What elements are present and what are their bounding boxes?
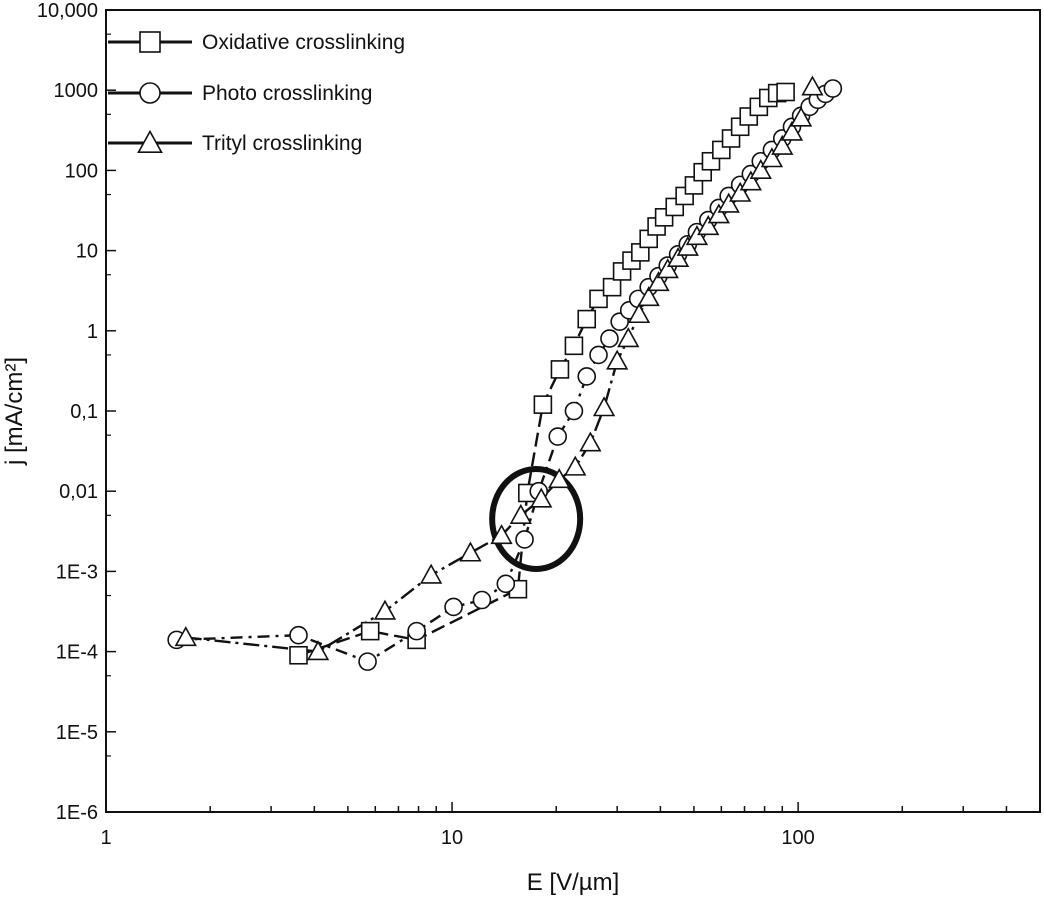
x-tick-label: 10 <box>441 827 463 849</box>
data-point <box>533 395 553 414</box>
data-point <box>656 258 679 279</box>
data-point <box>306 640 330 661</box>
annotation-layer <box>489 466 584 573</box>
y-tick-label: 1000 <box>54 80 99 102</box>
data-point <box>459 541 482 562</box>
data-point <box>729 181 752 202</box>
data-point <box>548 427 568 446</box>
data-point <box>617 327 640 348</box>
data-point <box>600 329 619 348</box>
series-triangle <box>185 86 814 653</box>
data-point <box>419 563 443 584</box>
data-point <box>627 303 651 324</box>
data-point <box>606 349 629 370</box>
y-tick-label: 10 <box>76 241 98 263</box>
data-point <box>564 455 587 476</box>
data-point <box>407 621 426 641</box>
legend-label: Trityl crosslinking <box>202 132 362 155</box>
legend-label: Oxidative crosslinking <box>202 31 405 54</box>
data-point <box>637 286 660 307</box>
y-tick-label: 100 <box>65 160 98 182</box>
chart-axes: 1 10 100 10,000 1000 100 10 1 0,1 0,01 1E-3 1E-4 1E-… <box>37 0 1041 849</box>
data-point <box>602 277 622 297</box>
legend-item: Photo crosslinking <box>108 82 372 105</box>
series-line <box>185 86 814 653</box>
y-tick-label: 0,1 <box>70 401 98 423</box>
data-point <box>548 468 571 489</box>
series-layer <box>167 75 843 671</box>
data-point <box>577 309 597 329</box>
data-point <box>550 360 570 379</box>
data-point <box>579 431 602 452</box>
series-markers-circle <box>167 79 843 671</box>
data-point <box>515 530 534 549</box>
data-point <box>771 134 794 155</box>
series-markers-triangle <box>174 75 824 661</box>
data-point <box>780 120 804 141</box>
data-point <box>577 367 597 386</box>
data-point <box>685 225 709 246</box>
y-tick-label: 0,01 <box>59 481 98 503</box>
data-point <box>289 645 308 665</box>
x-axis-title: E [V/µm] <box>527 869 620 896</box>
legend-item: Trityl crosslinking <box>108 129 362 155</box>
data-point <box>564 401 584 421</box>
x-tick-label: 100 <box>781 827 814 849</box>
data-point <box>444 597 463 617</box>
data-point <box>749 158 772 180</box>
x-tick-label: 1 <box>100 827 111 849</box>
data-point <box>697 215 720 236</box>
data-point <box>589 345 608 365</box>
legend-label: Photo crosslinking <box>202 82 372 105</box>
highlight-ellipse <box>489 466 584 573</box>
data-point <box>358 652 377 671</box>
y-axis-title: j [mA/cm²] <box>1 357 28 466</box>
data-point <box>707 203 730 224</box>
data-point <box>289 625 308 645</box>
data-point <box>564 336 584 356</box>
y-tick-label: 1E-4 <box>56 642 98 664</box>
data-point <box>647 271 670 292</box>
data-point <box>823 79 843 98</box>
legend-marker <box>137 129 163 153</box>
data-point <box>509 503 532 524</box>
data-point <box>760 147 784 168</box>
y-tick-label: 1E-6 <box>56 802 98 824</box>
y-tick-label: 1E-3 <box>56 561 98 583</box>
data-point <box>373 599 397 620</box>
legend-marker <box>139 31 161 53</box>
data-point <box>472 590 492 610</box>
data-point <box>801 75 824 96</box>
data-point <box>490 524 513 545</box>
data-point <box>789 106 813 127</box>
data-point <box>666 246 690 267</box>
legend-marker <box>139 82 161 104</box>
data-point <box>530 487 553 508</box>
data-point <box>776 82 795 102</box>
y-tick-label: 1E-5 <box>56 722 98 744</box>
data-point <box>676 235 699 256</box>
data-point <box>592 396 616 417</box>
data-point <box>717 192 740 213</box>
series-markers-square <box>289 82 795 665</box>
data-point <box>739 170 762 191</box>
y-tick-label: 1 <box>87 321 98 343</box>
legend: Oxidative crosslinking Photo crosslinking… <box>108 31 405 155</box>
data-point <box>496 574 516 594</box>
data-point <box>360 621 380 641</box>
data-point <box>174 626 197 647</box>
y-tick-label: 10,000 <box>37 0 98 22</box>
legend-item: Oxidative crosslinking <box>108 31 405 54</box>
